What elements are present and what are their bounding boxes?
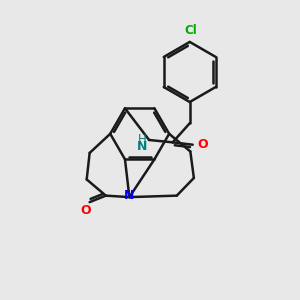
Text: H: H xyxy=(138,134,147,146)
Text: N: N xyxy=(124,189,135,202)
Text: Cl: Cl xyxy=(185,24,198,37)
Text: O: O xyxy=(80,204,91,217)
Text: N: N xyxy=(136,140,147,153)
Text: O: O xyxy=(197,138,208,151)
